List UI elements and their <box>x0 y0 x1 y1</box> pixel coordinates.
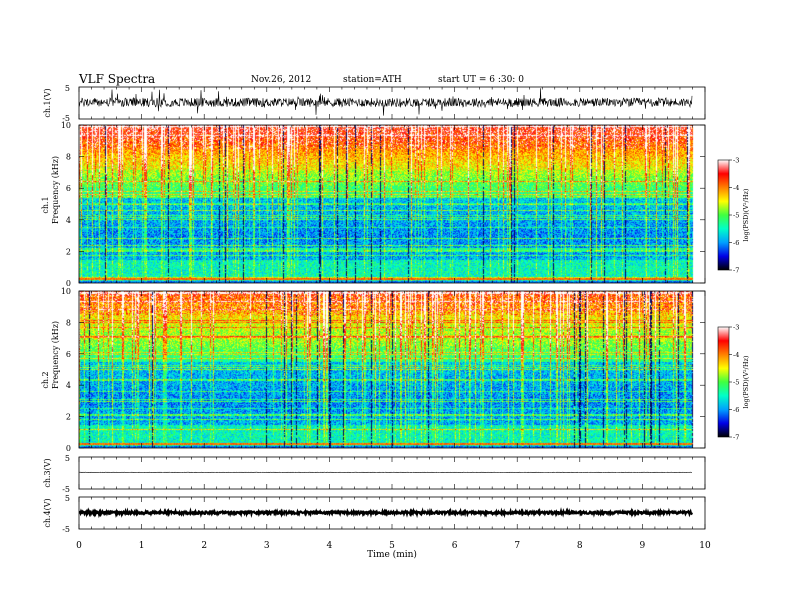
frequency-tick-label: 4 <box>66 381 71 390</box>
ch1-colorbar-gradient <box>717 159 730 271</box>
time-tick-label: 9 <box>640 541 646 551</box>
colorbar-tick-label: -7 <box>733 434 739 442</box>
ch2-colorbar-ticks: -3 -4 -5 -6 -7 <box>729 324 739 442</box>
colorbar-tick-label: -5 <box>733 379 739 387</box>
ch1-colorbar-ticks: -3 -4 -5 -6 -7 <box>729 157 739 275</box>
ch3-waveform-panel: 5 -5 ch.3(V) <box>43 454 706 494</box>
time-tick-label: 5 <box>389 541 395 551</box>
time-axis-label: Time (min) <box>367 549 417 560</box>
colorbar-tick-label: -5 <box>733 212 739 220</box>
ch1-time-ticks <box>78 87 706 119</box>
time-tick-label: 2 <box>201 541 207 551</box>
ch2-frequency-ylabel: Frequency (kHz) <box>51 321 60 389</box>
colorbar-tick-label: -4 <box>733 184 739 192</box>
time-tick-label: 1 <box>139 541 145 551</box>
time-tick-label: 4 <box>327 541 333 551</box>
ch2-frequency-tick-labels: 0 2 4 6 8 10 <box>61 287 705 453</box>
ch2-spectrogram-panel: 0 2 4 6 8 10 ch.2 Frequency (kHz) <box>41 287 706 453</box>
ch1-spectrogram-channel-label: ch.1 <box>41 196 50 213</box>
frequency-tick-label: 0 <box>66 444 71 453</box>
ch1-ylabel: ch.1(V) <box>43 88 52 117</box>
time-tick-label: 7 <box>514 541 520 551</box>
ch2-colorbar-gradient <box>717 326 730 438</box>
ch1-colorbar: -3 -4 -5 -6 -7 log(PSD)(V²/Hz) <box>717 157 750 275</box>
ch4-ytick-top: 5 <box>65 494 70 503</box>
ch4-time-ticks <box>78 497 706 529</box>
ch1-frequency-tick-labels: 0 2 4 6 8 10 <box>61 121 705 288</box>
time-tick-label: 6 <box>452 541 458 551</box>
frequency-tick-label: 4 <box>66 216 71 225</box>
frequency-tick-label: 2 <box>66 413 71 422</box>
time-tick-label: 3 <box>264 541 270 551</box>
ch3-waveform-frame <box>78 456 706 490</box>
ch1-waveform-trace <box>79 88 693 116</box>
time-axis: 0 1 2 3 4 5 6 7 8 9 10 Time (min) <box>76 541 711 560</box>
date-label: Nov.26, 2012 <box>251 75 311 85</box>
frequency-tick-label: 6 <box>66 184 71 193</box>
ch2-spectrogram-canvas <box>79 291 705 448</box>
colorbar-tick-label: -4 <box>733 351 739 359</box>
time-tick-label: 10 <box>699 541 711 551</box>
ch4-waveform-panel: 5 -5 ch.4(V) <box>43 494 706 534</box>
time-tick-label: 0 <box>76 541 82 551</box>
station-label: station=ATH <box>343 75 402 85</box>
colorbar-tick-label: -6 <box>733 239 739 247</box>
figure-title: VLF Spectra <box>78 72 155 86</box>
time-axis-tick-labels: 0 1 2 3 4 5 6 7 8 9 10 <box>76 541 711 551</box>
ch1-ytick-top: 5 <box>65 84 70 93</box>
ch2-spectrogram-ticks <box>78 291 706 448</box>
ch1-spectrogram-ticks <box>78 125 706 283</box>
frequency-tick-label: 2 <box>66 247 71 256</box>
colorbar-tick-label: -3 <box>733 157 739 165</box>
ch1-colorbar-label: log(PSD)(V²/Hz) <box>742 188 750 241</box>
ch3-time-ticks <box>78 457 706 489</box>
ch3-ytick-bottom: -5 <box>62 485 70 494</box>
ch1-ytick-bottom: -5 <box>62 114 70 123</box>
frequency-tick-label: 10 <box>61 121 71 130</box>
ch2-colorbar: -3 -4 -5 -6 -7 log(PSD)(V²/Hz) <box>717 324 750 442</box>
ch1-frequency-ylabel: Frequency (kHz) <box>51 156 60 224</box>
ch2-spectrogram-channel-label: ch.2 <box>41 371 50 388</box>
start-time-label: start UT = 6 :30: 0 <box>438 75 524 85</box>
ch4-ylabel: ch.4(V) <box>43 498 52 527</box>
time-tick-label: 8 <box>577 541 583 551</box>
ch1-spectrogram-panel: 0 2 4 6 8 10 ch.1 Frequency (kHz) <box>41 121 706 288</box>
ch2-colorbar-label: log(PSD)(V²/Hz) <box>742 355 750 408</box>
frequency-tick-label: 8 <box>66 318 71 327</box>
ch3-ylabel: ch.3(V) <box>43 458 52 487</box>
frequency-tick-label: 10 <box>61 287 71 296</box>
frequency-tick-label: 6 <box>66 350 71 359</box>
ch1-spectrogram-canvas <box>79 125 705 283</box>
frequency-tick-label: 8 <box>66 153 71 162</box>
ch4-ytick-bottom: -5 <box>62 525 70 534</box>
colorbar-tick-label: -6 <box>733 406 739 414</box>
colorbar-tick-label: -3 <box>733 324 739 332</box>
ch3-ytick-top: 5 <box>65 454 70 463</box>
frequency-tick-label: 0 <box>66 279 71 288</box>
ch4-waveform-trace <box>79 507 694 519</box>
ch1-waveform-panel: 5 -5 ch.1(V) <box>43 84 706 123</box>
colorbar-tick-label: -7 <box>733 267 739 275</box>
